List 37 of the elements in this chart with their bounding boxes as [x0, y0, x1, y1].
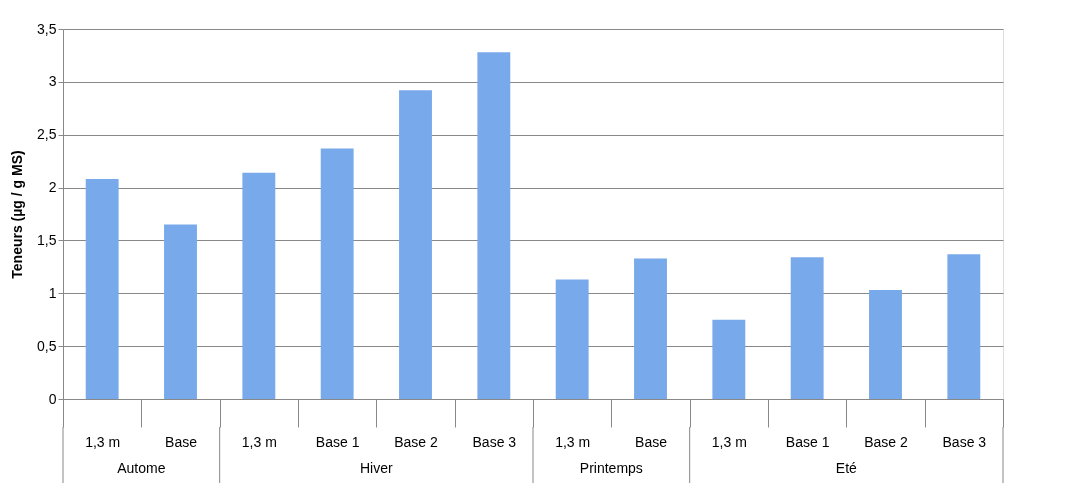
bar	[242, 172, 276, 399]
y-tick-label: 3,5	[37, 20, 57, 37]
bar	[399, 90, 432, 399]
x-tick-label: 1,3 m	[241, 433, 277, 450]
x-tick-label: Base 2	[394, 433, 438, 450]
x-tick-label: Base 3	[472, 433, 517, 450]
text: Autome	[117, 460, 166, 476]
bar	[947, 254, 981, 399]
bar	[477, 52, 511, 399]
text: Hiver	[360, 460, 393, 476]
y-tick-label: 0,5	[37, 337, 57, 354]
text: Eté	[835, 460, 858, 476]
x-tick-label: Base 1	[785, 433, 830, 450]
y-tick-label: 2,5	[37, 126, 57, 143]
y-tick-label: 1,5	[37, 231, 57, 248]
bar	[790, 257, 824, 399]
y-tick-label: 0	[48, 390, 57, 407]
text: Printemps	[579, 460, 643, 476]
bar	[634, 258, 667, 399]
bar	[712, 319, 746, 399]
x-tick-label: 1,3 m	[711, 433, 747, 450]
bar	[320, 148, 354, 399]
y-tick-label: 3	[48, 73, 57, 90]
x-tick-label: Base	[635, 433, 668, 450]
x-tick-label: 1,3 m	[555, 433, 591, 450]
bar	[555, 279, 589, 399]
y-tick-label: 1	[48, 284, 57, 301]
y-axis-title: Teneurs (µg / g MS)	[9, 150, 26, 279]
x-tick-label: Base	[165, 433, 198, 450]
bar	[85, 179, 119, 399]
bar	[164, 224, 197, 399]
x-tick-label: Base 2	[864, 433, 908, 450]
y-tick-label: 2	[48, 179, 57, 196]
x-tick-label: 1,3 m	[85, 433, 121, 450]
x-tick-label: Base 1	[315, 433, 360, 450]
bar	[869, 290, 902, 399]
x-tick-label: Base 3	[942, 433, 987, 450]
